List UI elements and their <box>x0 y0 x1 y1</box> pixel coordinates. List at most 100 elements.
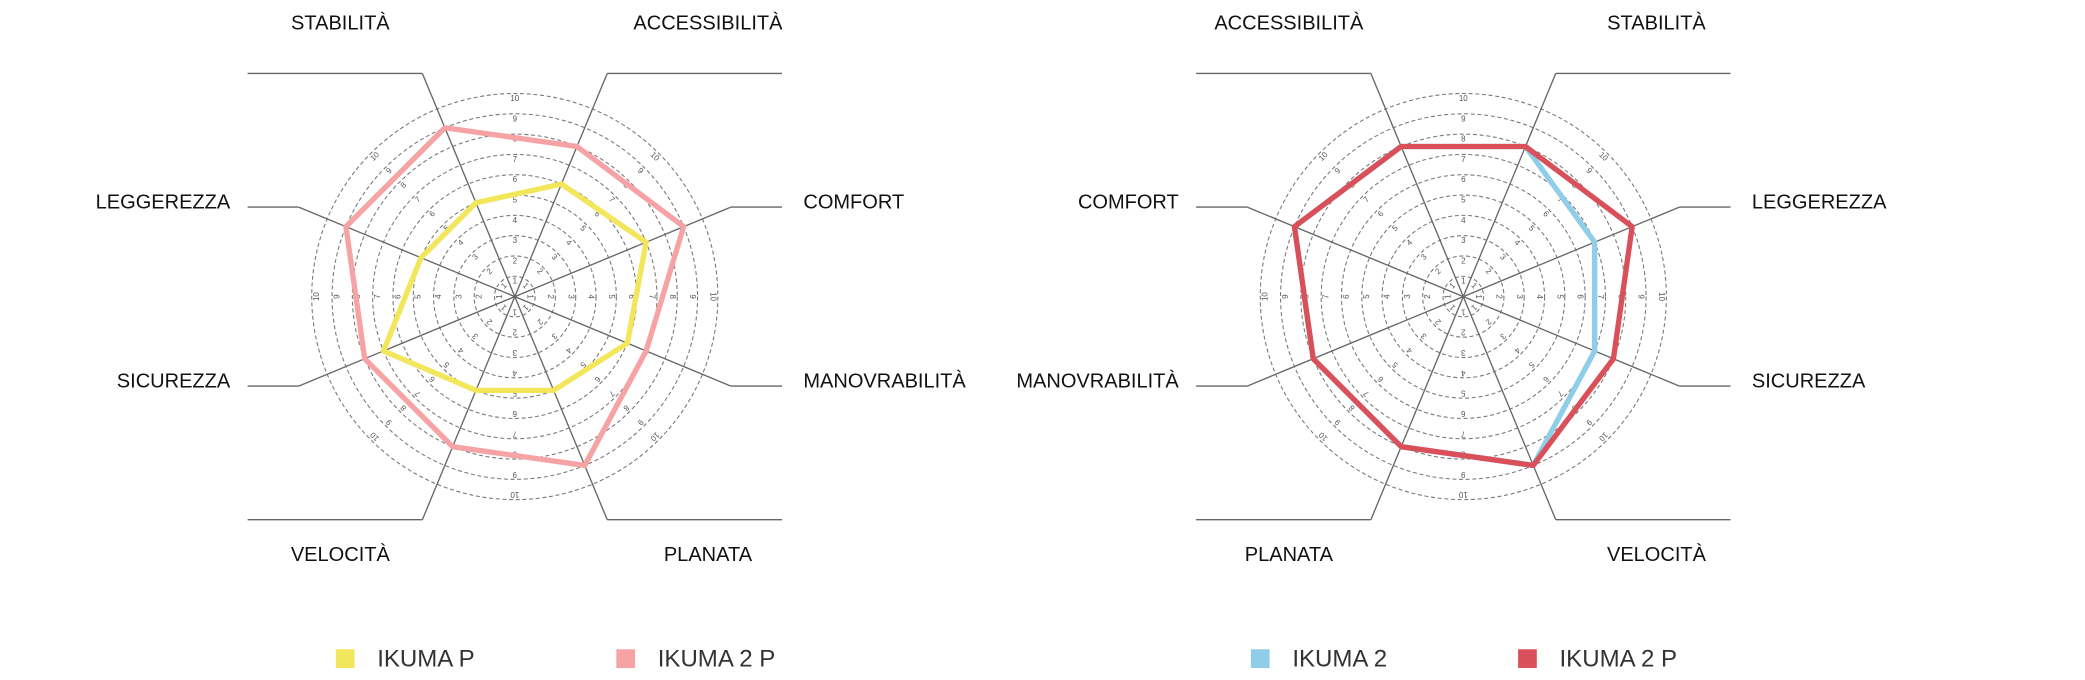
r-tick-label: 9 <box>1333 166 1343 176</box>
r-tick-label: 5 <box>1362 294 1371 299</box>
legend-swatch <box>616 649 636 668</box>
legend-label: IKUMA P <box>377 645 475 672</box>
r-tick-label: 6 <box>1576 294 1585 299</box>
axis-line <box>1462 73 1557 297</box>
axis-line <box>514 206 732 298</box>
r-tick-label: 2 <box>1461 328 1466 337</box>
r-tick-label: 8 <box>399 180 409 190</box>
r-tick-label: 1 <box>1461 307 1466 316</box>
r-tick-label: 1 <box>499 302 509 312</box>
r-tick-label: 10 <box>368 430 381 443</box>
r-tick-label: 10 <box>312 292 321 301</box>
grid-ring <box>1259 92 1667 501</box>
r-tick-label: 9 <box>1637 294 1646 299</box>
r-tick-label: 10 <box>1317 430 1330 443</box>
r-tick-label: 6 <box>1541 374 1551 384</box>
r-tick-label: 1 <box>1443 294 1452 299</box>
r-tick-label: 6 <box>393 294 402 299</box>
legend-label: IKUMA 2 P <box>658 645 776 672</box>
series-line <box>343 125 687 469</box>
axis-label: MANOVRABILITÀ <box>803 369 966 392</box>
grid-ring <box>351 133 678 460</box>
r-tick-label: 7 <box>1461 429 1466 438</box>
r-tick-label: 9 <box>635 418 645 428</box>
r-tick-label: 5 <box>1461 389 1466 398</box>
axis-label: STABILITÀ <box>1607 11 1706 34</box>
r-tick-label: 2 <box>475 294 484 299</box>
grid-ring <box>1300 133 1627 460</box>
r-tick-label: 2 <box>1494 294 1503 299</box>
grid-ring <box>1381 214 1546 379</box>
r-tick-label: 7 <box>1362 194 1372 204</box>
axis-line <box>421 73 516 297</box>
r-tick-label: 5 <box>1461 196 1466 205</box>
grid-ring <box>473 255 556 338</box>
r-tick-label: 3 <box>470 252 480 262</box>
r-tick-label: 3 <box>513 236 518 245</box>
r-tick-label: 1 <box>521 303 531 313</box>
r-tick-label: 6 <box>1541 209 1551 219</box>
r-tick-label: 4 <box>564 238 574 248</box>
r-tick-label: 5 <box>512 389 517 398</box>
series-line <box>380 181 649 394</box>
r-tick-label: 3 <box>1515 294 1524 299</box>
r-tick-label: 9 <box>1461 470 1466 479</box>
r-tick-label: 3 <box>566 294 575 299</box>
r-tick-label: 4 <box>1535 294 1544 299</box>
r-tick-label: 9 <box>384 166 394 176</box>
r-tick-label: 5 <box>513 196 518 205</box>
r-tick-label: 10 <box>1657 292 1666 301</box>
r-tick-label: 7 <box>1322 294 1331 299</box>
axis-line <box>1370 296 1464 520</box>
grid-ring <box>1442 275 1485 318</box>
axis-line <box>1246 206 1464 298</box>
r-tick-label: 8 <box>1461 135 1466 144</box>
r-tick-label: 9 <box>512 470 517 479</box>
r-tick-label: 4 <box>456 238 466 248</box>
r-tick-label: 10 <box>510 490 519 499</box>
r-tick-label: 9 <box>688 294 697 299</box>
grid-ring <box>433 214 597 379</box>
r-tick-label: 2 <box>535 267 545 277</box>
r-tick-label: 9 <box>332 294 341 299</box>
r-tick-label: 9 <box>1281 294 1290 299</box>
r-tick-label: 7 <box>607 389 617 399</box>
r-tick-label: 1 <box>499 281 509 291</box>
r-tick-label: 6 <box>1461 409 1466 418</box>
r-tick-label: 6 <box>427 209 437 219</box>
r-tick-label: 10 <box>648 430 661 443</box>
axis-label: COMFORT <box>1078 191 1179 213</box>
r-tick-label: 1 <box>1469 303 1479 313</box>
r-tick-label: 6 <box>512 409 517 418</box>
r-tick-label: 7 <box>1555 389 1565 399</box>
r-tick-label: 2 <box>546 294 555 299</box>
axis-label: STABILITÀ <box>291 11 390 34</box>
r-tick-label: 10 <box>1261 292 1270 301</box>
grid-ring <box>493 275 536 318</box>
r-tick-label: 5 <box>578 360 588 370</box>
r-tick-label: 2 <box>535 317 545 327</box>
r-tick-label: 6 <box>592 374 602 384</box>
r-tick-label: 5 <box>1555 294 1564 299</box>
legend-label: IKUMA 2 <box>1292 645 1387 672</box>
r-tick-label: 7 <box>647 294 656 299</box>
grid-ring <box>1361 194 1566 399</box>
r-tick-label: 5 <box>1526 360 1536 370</box>
axis-label: SICUREZZA <box>117 370 231 392</box>
r-tick-label: 10 <box>1459 94 1468 103</box>
r-tick-label: 3 <box>549 331 559 341</box>
r-tick-label: 7 <box>1461 155 1466 164</box>
r-tick-label: 3 <box>550 252 560 262</box>
r-tick-label: 1 <box>1474 294 1483 299</box>
axis-line <box>1463 295 1680 387</box>
r-tick-label: 5 <box>442 223 452 233</box>
r-tick-label: 9 <box>1584 418 1594 428</box>
grid-ring <box>331 113 699 480</box>
r-tick-label: 2 <box>1423 294 1432 299</box>
r-tick-label: 4 <box>1404 345 1414 355</box>
axis-line <box>1463 206 1680 298</box>
r-tick-label: 7 <box>413 194 423 204</box>
r-tick-label: 9 <box>1461 114 1466 123</box>
series-line <box>1291 143 1635 469</box>
